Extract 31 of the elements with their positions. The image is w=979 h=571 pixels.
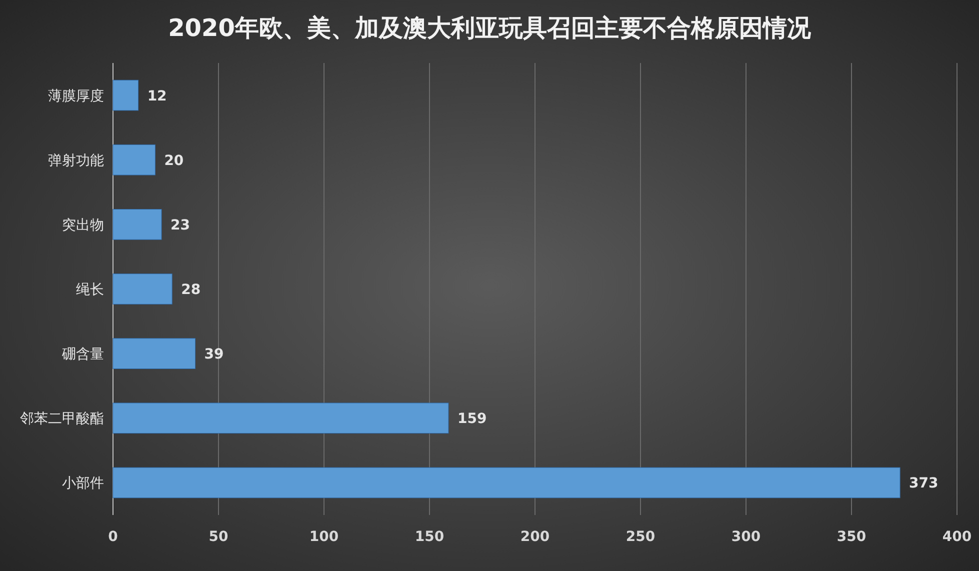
data-label: 20 (164, 152, 184, 169)
data-label: 39 (204, 346, 224, 363)
x-tick-label: 150 (414, 529, 444, 545)
y-tick-label: 绳长 (76, 282, 104, 298)
y-tick-label: 薄膜厚度 (48, 88, 104, 104)
x-tick-label: 100 (309, 529, 339, 545)
data-label: 159 (457, 411, 487, 428)
x-tick-label: 0 (108, 529, 118, 545)
bar (112, 80, 139, 111)
data-label: 23 (170, 217, 190, 234)
x-tick-label: 300 (731, 529, 761, 545)
x-tick-label: 400 (942, 529, 972, 545)
y-tick-label: 小部件 (62, 476, 104, 492)
bar (112, 209, 162, 240)
x-tick-label: 250 (626, 529, 656, 545)
bar (112, 144, 156, 176)
x-tick-label: 200 (520, 529, 550, 545)
data-label: 28 (181, 282, 201, 298)
x-tick-label: 350 (836, 529, 866, 545)
y-tick-label: 邻苯二甲酸酯 (20, 411, 104, 428)
y-tick-label: 突出物 (62, 217, 104, 234)
data-label: 12 (147, 88, 167, 104)
bar (112, 402, 449, 434)
bar (112, 274, 172, 304)
y-tick-label: 弹射功能 (48, 152, 104, 169)
bar (112, 338, 196, 369)
data-label: 373 (909, 476, 938, 492)
y-tick-label: 硼含量 (61, 346, 104, 363)
x-tick-label: 50 (208, 529, 228, 545)
chart-title: 2020年欧、美、加及澳大利亚玩具召回主要不合格原因情况 (168, 14, 812, 42)
bar (112, 467, 900, 498)
